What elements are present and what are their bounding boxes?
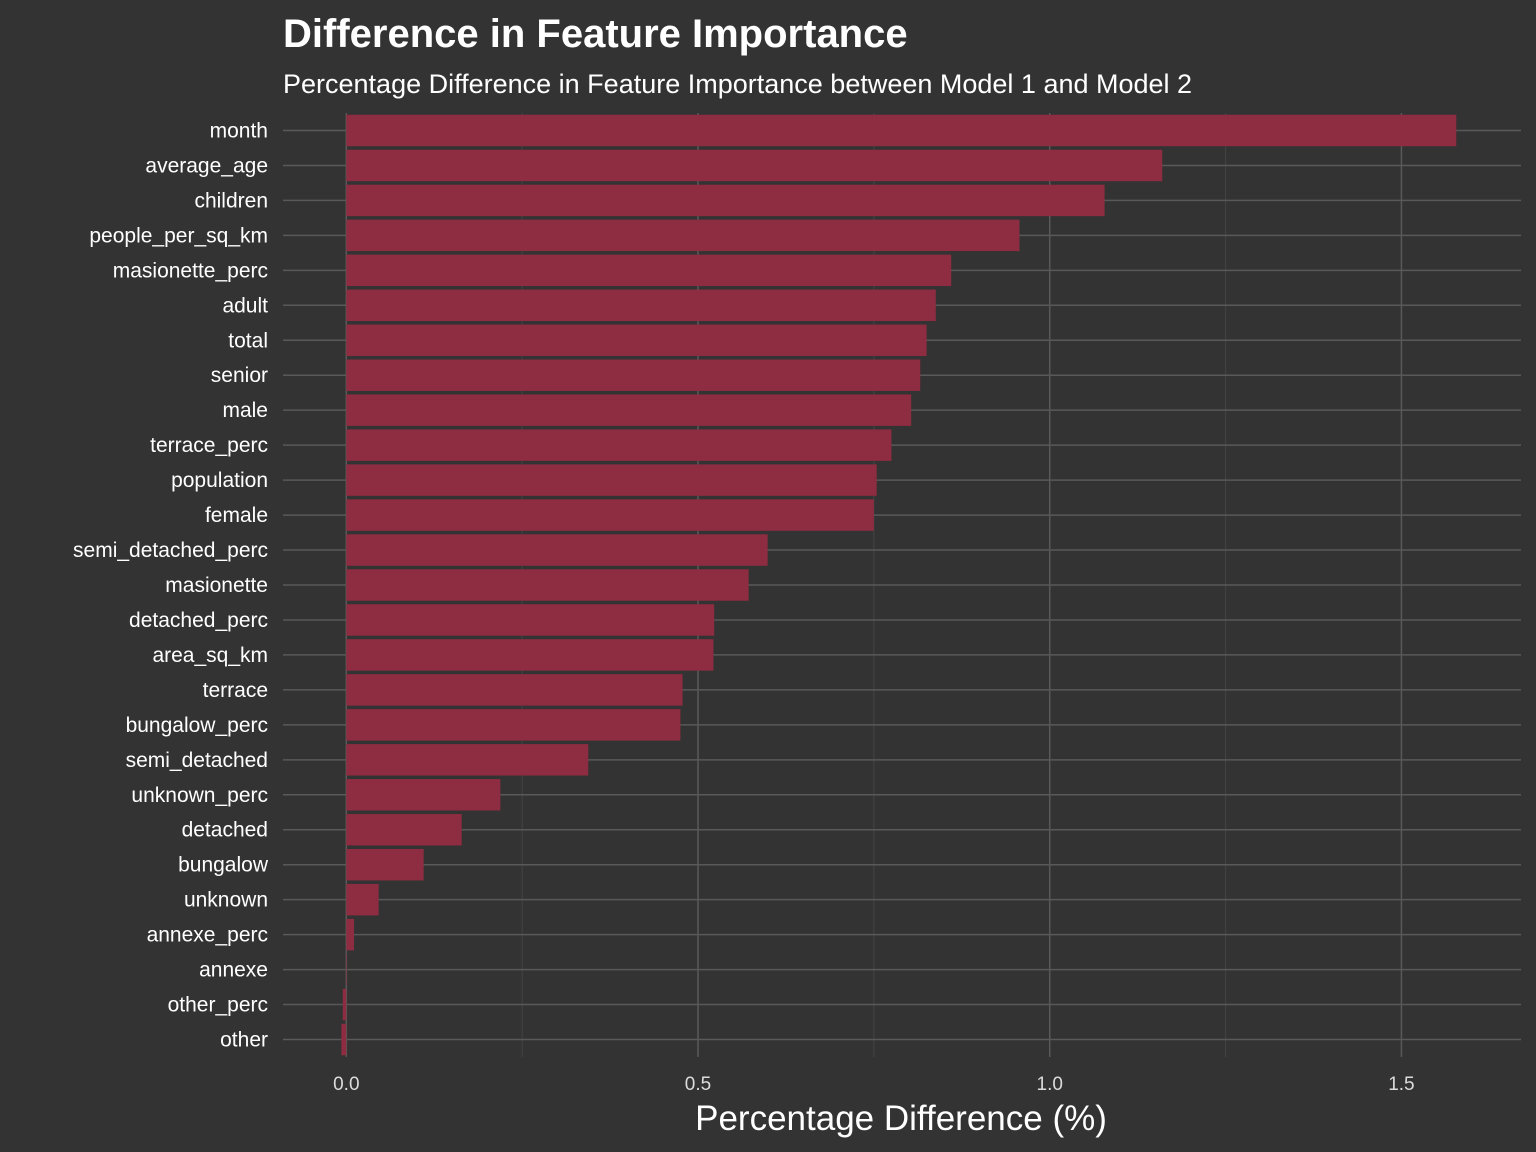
bar-semi_detached: [346, 744, 589, 776]
bar-detached_perc: [346, 604, 715, 636]
category-label: senior: [211, 364, 268, 387]
bar-bungalow_perc: [346, 709, 681, 741]
bar-detached: [346, 814, 462, 846]
category-label: other: [220, 1029, 268, 1052]
bar-masionette_perc: [346, 254, 952, 287]
x-tick-label: 0.0: [333, 1074, 359, 1095]
bar-unknown_perc: [346, 779, 501, 811]
bar-semi_detached_perc: [346, 534, 768, 566]
category-label: annexe_perc: [147, 924, 268, 947]
category-label: month: [210, 119, 268, 142]
bar-terrace: [346, 674, 683, 706]
category-label: detached: [182, 819, 268, 842]
bar-terrace_perc: [346, 429, 892, 461]
category-label: masionette_perc: [113, 259, 268, 282]
category-label: masionette: [165, 574, 268, 597]
x-tick-label: 0.5: [685, 1074, 711, 1095]
chart-subtitle: Percentage Difference in Feature Importa…: [283, 69, 1192, 99]
category-label: average_age: [145, 154, 268, 177]
bar-senior: [346, 359, 921, 391]
category-label: semi_detached: [126, 749, 268, 772]
bar-other_perc: [342, 988, 347, 1021]
category-label: semi_detached_perc: [73, 539, 268, 562]
bar-other: [341, 1023, 347, 1056]
bar-children: [346, 184, 1105, 217]
bar-month: [346, 114, 1457, 147]
bar-adult: [346, 289, 936, 322]
bar-bungalow: [346, 848, 424, 881]
bar-population: [346, 464, 877, 496]
chart-title: Difference in Feature Importance: [283, 12, 908, 56]
category-label: bungalow: [178, 854, 269, 877]
bar-area_sq_km: [346, 639, 714, 671]
category-label: population: [171, 469, 268, 492]
bar-male: [346, 394, 912, 426]
category-label: total: [228, 329, 268, 352]
category-label: detached_perc: [129, 609, 268, 632]
category-label: unknown_perc: [131, 784, 268, 807]
category-labels: month average_age children people_per_sq_km…: [73, 119, 269, 1051]
bar-total: [346, 324, 927, 356]
category-label: terrace_perc: [150, 434, 268, 457]
category-label: children: [194, 189, 268, 212]
x-tick-label: 1.5: [1388, 1074, 1414, 1095]
category-label: bungalow_perc: [126, 714, 268, 737]
bar-people_per_sq_km: [346, 219, 1020, 252]
category-label: female: [205, 504, 268, 527]
bars: [341, 114, 1457, 1056]
category-label: male: [222, 399, 268, 422]
bar-annexe: [346, 953, 347, 986]
bar-masionette: [346, 569, 749, 601]
x-tick-label: 1.0: [1037, 1074, 1063, 1095]
x-tick-labels: 0.0 0.5 1.0 1.5: [333, 1074, 1415, 1095]
bar-average_age: [346, 149, 1163, 182]
category-label: terrace: [203, 679, 268, 702]
x-axis-title: Percentage Difference (%): [695, 1099, 1107, 1138]
bar-annexe_perc: [346, 918, 355, 951]
category-label: unknown: [184, 889, 268, 912]
category-label: other_perc: [168, 994, 268, 1017]
category-label: annexe: [199, 959, 268, 982]
category-label: people_per_sq_km: [89, 224, 268, 247]
bar-female: [346, 499, 874, 531]
category-label: area_sq_km: [152, 644, 268, 667]
category-label: adult: [222, 294, 268, 317]
bar-unknown: [346, 883, 379, 916]
